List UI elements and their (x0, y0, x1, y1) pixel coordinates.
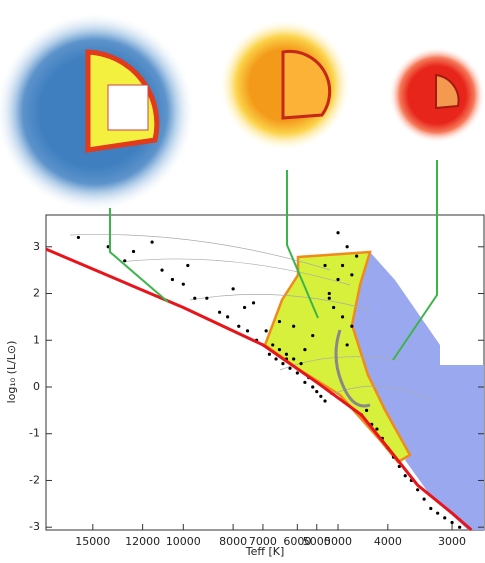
y-tick-label: -3 (29, 520, 40, 533)
x-tick-label: 12000 (125, 535, 160, 548)
data-point (296, 371, 299, 374)
data-point (311, 385, 314, 388)
x-tick-label: 8000 (219, 535, 247, 548)
data-point (288, 367, 291, 370)
data-point (246, 329, 249, 332)
y-tick-label: -1 (29, 427, 40, 440)
data-point (365, 409, 368, 412)
data-point (336, 278, 339, 281)
x-tick-label: 5000 (324, 535, 352, 548)
data-point (311, 334, 314, 337)
data-point (237, 325, 240, 328)
x-tick-label: 4000 (374, 535, 402, 548)
data-point (341, 264, 344, 267)
data-point (404, 474, 407, 477)
data-point (160, 269, 163, 272)
data-point (315, 390, 318, 393)
data-point (458, 526, 461, 529)
data-point (350, 325, 353, 328)
star-illustrations (0, 12, 485, 212)
y-axis-label: log₁₀ (L/L⊙) (5, 341, 18, 404)
data-point (271, 343, 274, 346)
figure: Teff [K] log₁₀ (L/L⊙) -3-2-1012315000120… (0, 0, 485, 563)
data-point (319, 395, 322, 398)
data-point (171, 278, 174, 281)
data-point (436, 512, 439, 515)
y-tick-label: 0 (33, 380, 40, 393)
core (108, 85, 148, 130)
data-point (292, 357, 295, 360)
data-point (416, 488, 419, 491)
data-point (232, 287, 235, 290)
data-point (323, 399, 326, 402)
data-point (375, 427, 378, 430)
data-point (328, 297, 331, 300)
data-point (443, 516, 446, 519)
data-point (299, 362, 302, 365)
y-tick-label: 1 (33, 333, 40, 346)
data-point (336, 231, 339, 234)
data-point (186, 264, 189, 267)
data-point (341, 315, 344, 318)
x-tick-label: 3000 (438, 535, 466, 548)
data-point (182, 283, 185, 286)
data-point (355, 255, 358, 258)
data-point (303, 348, 306, 351)
data-point (278, 320, 281, 323)
data-point (429, 507, 432, 510)
data-point (151, 241, 154, 244)
data-point (193, 297, 196, 300)
data-point (328, 292, 331, 295)
data-point (252, 301, 255, 304)
data-point (77, 236, 80, 239)
y-tick-label: 2 (33, 287, 40, 300)
data-point (243, 306, 246, 309)
data-point (226, 315, 229, 318)
data-point (323, 264, 326, 267)
data-point (346, 343, 349, 346)
data-point (123, 259, 126, 262)
x-tick-label: 10000 (166, 535, 201, 548)
data-point (350, 273, 353, 276)
data-point (450, 521, 453, 524)
data-point (218, 311, 221, 314)
data-point (274, 357, 277, 360)
data-point (332, 306, 335, 309)
data-point (265, 329, 268, 332)
data-point (278, 348, 281, 351)
data-point (205, 297, 208, 300)
y-tick-label: -2 (29, 473, 40, 486)
y-tick-label: 3 (33, 240, 40, 253)
data-point (303, 381, 306, 384)
data-point (346, 245, 349, 248)
x-tick-label: 7000 (249, 535, 277, 548)
data-point (268, 353, 271, 356)
data-point (132, 250, 135, 253)
data-point (292, 325, 295, 328)
x-tick-label: 15000 (75, 535, 110, 548)
data-point (285, 353, 288, 356)
data-point (423, 498, 426, 501)
data-point (281, 362, 284, 365)
